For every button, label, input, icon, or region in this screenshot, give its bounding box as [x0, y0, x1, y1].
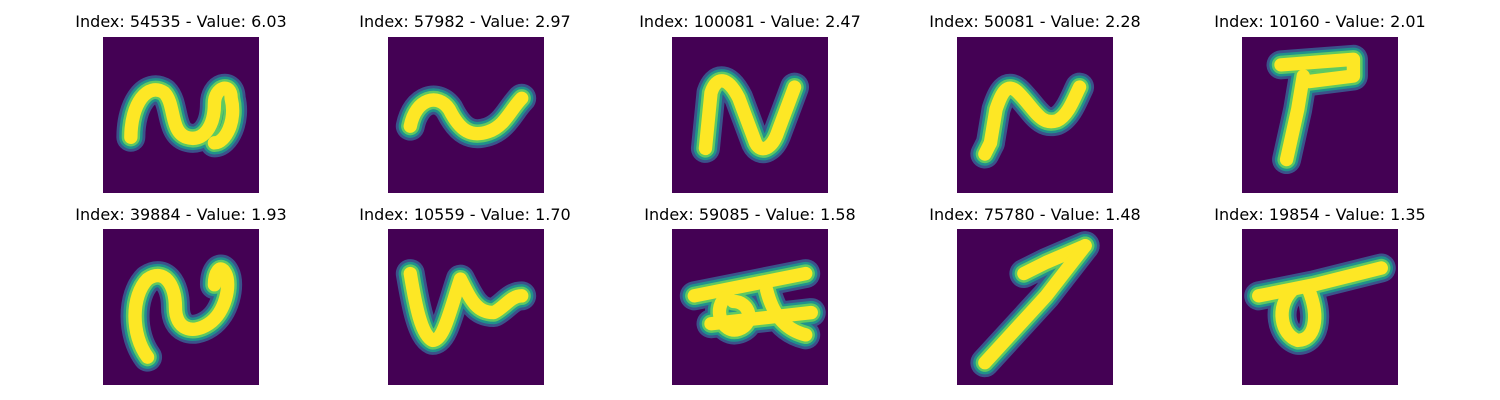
panel-title: Index: 19854 - Value: 1.35 [1214, 205, 1426, 224]
glyph-stroke [1275, 283, 1322, 348]
glyph-2 [690, 66, 810, 163]
glyph-stroke [983, 80, 1087, 150]
glyph-4 [1266, 44, 1368, 175]
glyph-stroke [978, 239, 1092, 370]
panel-title: Index: 54535 - Value: 6.03 [75, 12, 287, 31]
panel-image [1242, 229, 1398, 385]
panel-image [672, 229, 828, 385]
panel-image [672, 37, 828, 193]
glyph-stroke [712, 289, 756, 337]
glyph-stroke [1274, 52, 1361, 89]
panel-image [388, 229, 544, 385]
glyph-stroke [687, 266, 813, 303]
panel-image [103, 37, 259, 193]
panel-title: Index: 39884 - Value: 1.93 [75, 205, 287, 224]
panel-title: Index: 10160 - Value: 2.01 [1214, 12, 1426, 31]
glyph-stroke [1252, 261, 1388, 303]
panel-image [1242, 37, 1398, 193]
glyph-stroke [1279, 69, 1310, 167]
glyph-stroke [403, 266, 529, 348]
glyph-stroke [124, 81, 240, 150]
panel-image [103, 229, 259, 385]
glyph-stroke [698, 74, 802, 156]
panel-image [957, 229, 1113, 385]
glyph-7 [679, 259, 826, 350]
panel-title: Index: 10559 - Value: 1.70 [359, 205, 571, 224]
glyph-8 [970, 231, 1100, 378]
glyph-stroke [760, 283, 813, 342]
glyph-stroke [978, 136, 998, 161]
glyph-0 [116, 73, 247, 158]
glyph-stroke [403, 91, 529, 141]
panel-image [388, 37, 544, 193]
panel-title: Index: 50081 - Value: 2.28 [929, 12, 1141, 31]
glyph-1 [395, 83, 537, 149]
glyph-5 [120, 254, 243, 372]
panel-title: Index: 75780 - Value: 1.48 [929, 205, 1141, 224]
panel-title: Index: 59085 - Value: 1.58 [644, 205, 856, 224]
glyph-stroke [128, 262, 235, 364]
panel-title: Index: 57982 - Value: 2.97 [359, 12, 571, 31]
glyph-stroke [1017, 239, 1092, 281]
glyph-6 [395, 259, 537, 355]
glyph-3 [970, 72, 1095, 169]
panel-image [957, 37, 1113, 193]
glyph-9 [1244, 253, 1396, 355]
panel-title: Index: 100081 - Value: 2.47 [639, 12, 861, 31]
